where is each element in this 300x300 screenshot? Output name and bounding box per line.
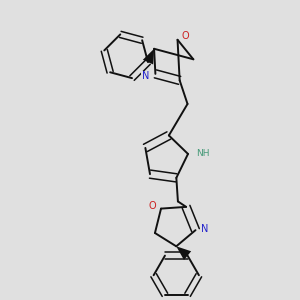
Text: NH: NH xyxy=(196,149,210,158)
Text: N: N xyxy=(201,224,208,234)
Text: O: O xyxy=(182,31,189,41)
Polygon shape xyxy=(143,49,154,64)
Polygon shape xyxy=(176,246,191,260)
Text: N: N xyxy=(142,71,149,81)
Text: O: O xyxy=(148,201,156,211)
